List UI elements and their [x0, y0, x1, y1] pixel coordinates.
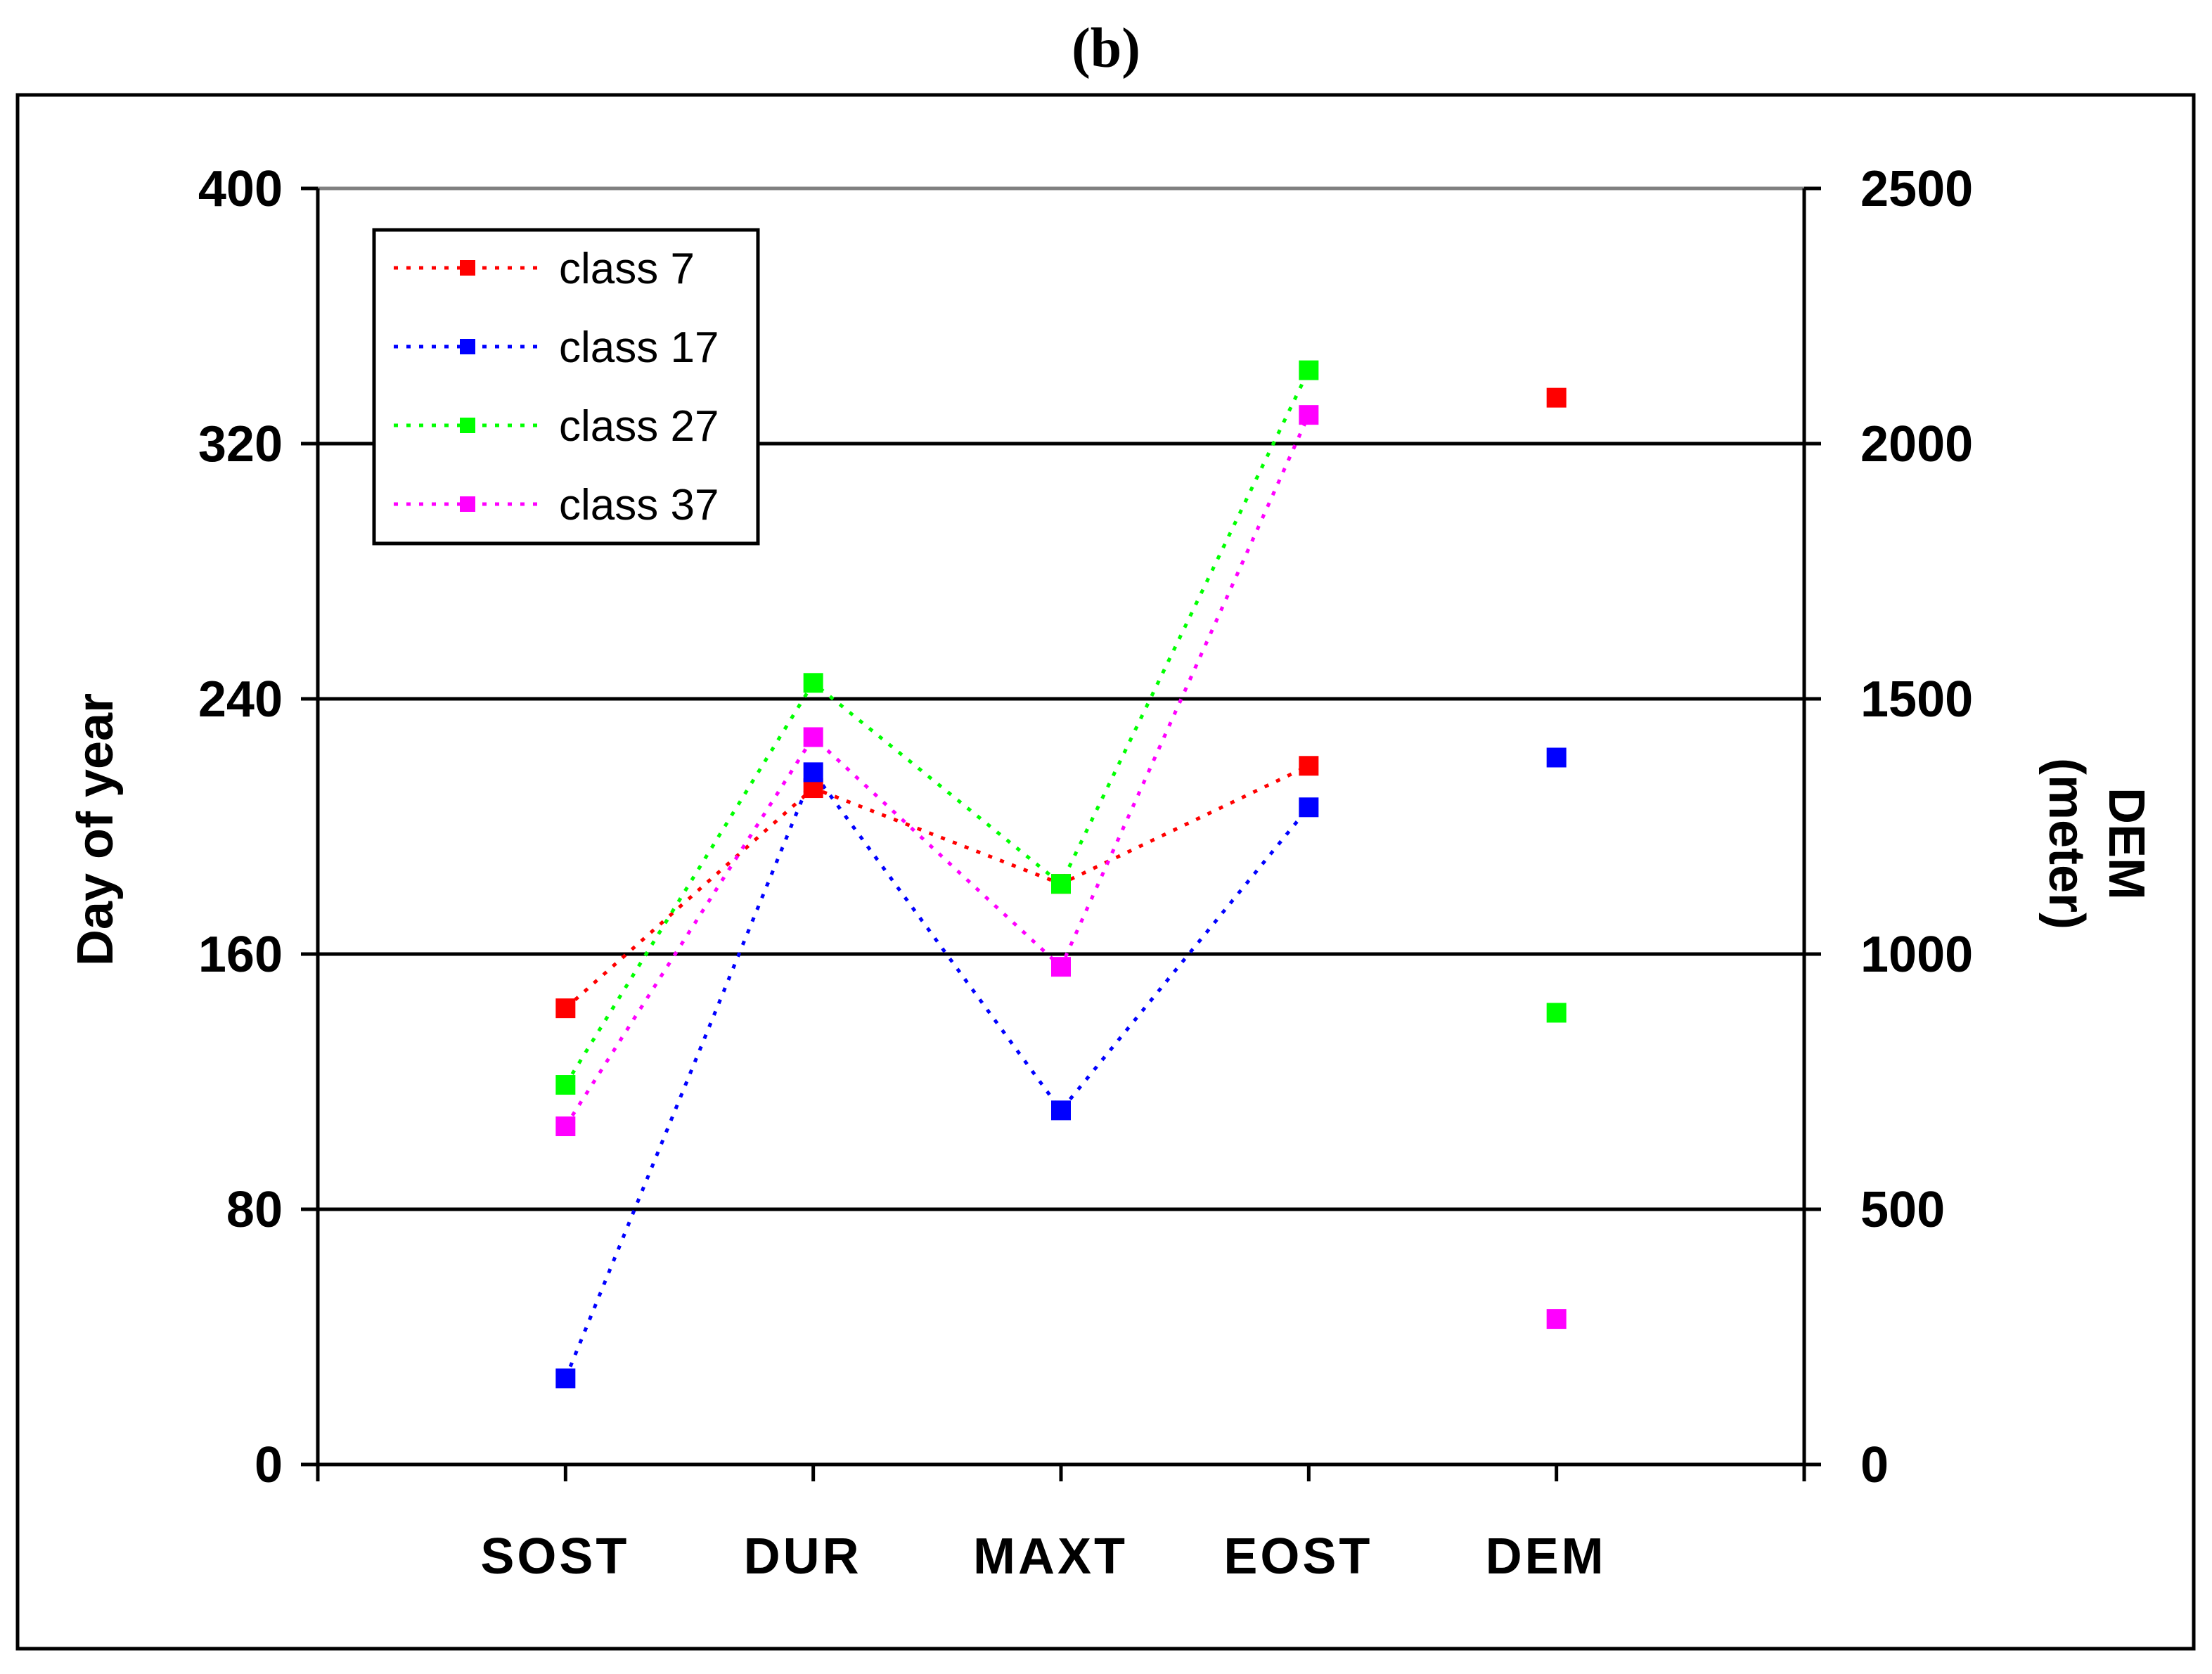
y-left-tick-label: 400	[198, 161, 283, 217]
y-right-axis-title-line2: (meter)	[2038, 758, 2095, 929]
y-right-axis-title-line1: DEM	[2098, 787, 2154, 900]
y-left-tick-label: 80	[226, 1182, 283, 1238]
panel-label: (b)	[1072, 18, 1140, 79]
axis-layer: 0 80 160 240 320 400 0 500 1000 1500 2000 2500 SOST D…	[198, 161, 1973, 1585]
y-left-axis-title: Day of year	[67, 693, 124, 966]
y-right-tick-label: 0	[1860, 1437, 1889, 1493]
y-left-tick-label: 240	[198, 671, 283, 728]
legend-marker	[460, 418, 475, 433]
legend-label: class 17	[559, 323, 719, 372]
y-left-tick-label: 0	[255, 1437, 283, 1493]
legend-entry: class 7	[394, 245, 695, 293]
data-point	[555, 1075, 576, 1095]
data-point	[555, 998, 576, 1019]
legend: class 7 class 17 class 27 class 37	[372, 228, 760, 546]
x-tick-label: DUR	[744, 1528, 862, 1585]
y-right-tick-label: 2000	[1860, 416, 1973, 472]
dem-data-point	[1546, 1003, 1567, 1023]
legend-marker	[460, 339, 475, 354]
data-point	[1051, 874, 1071, 894]
legend-marker	[460, 496, 475, 512]
x-tick-label: EOST	[1223, 1528, 1372, 1585]
y-right-tick-label: 2500	[1860, 161, 1973, 217]
y-left-tick-label: 320	[198, 416, 283, 472]
data-point	[803, 727, 823, 747]
data-point	[555, 1116, 576, 1137]
dem-data-point	[1546, 1309, 1567, 1329]
data-point	[803, 673, 823, 693]
chart-frame	[15, 93, 2196, 1651]
data-point	[555, 1368, 576, 1389]
y-right-tick-label: 1500	[1860, 671, 1973, 728]
y-right-tick-label: 500	[1860, 1182, 1945, 1238]
x-tick-label: DEM	[1486, 1528, 1607, 1585]
data-point	[1299, 405, 1319, 425]
series-lines	[564, 369, 1311, 1379]
data-point	[1299, 360, 1319, 380]
data-point	[1051, 1100, 1071, 1121]
series-line	[564, 414, 1311, 1128]
legend-marker	[460, 260, 475, 276]
legend-entry: class 17	[394, 323, 719, 372]
series-line	[564, 369, 1311, 1086]
dem-data-point	[1546, 387, 1567, 408]
grid-layer	[309, 442, 1804, 1211]
legend-box	[372, 228, 760, 546]
y-left-tick-label: 160	[198, 927, 283, 983]
legend-entry: class 27	[394, 402, 719, 451]
legend-label: class 37	[559, 481, 719, 529]
series-line	[564, 764, 1310, 1010]
y-right-tick-label: 1000	[1860, 927, 1973, 983]
y-right-axis-title: DEM (meter)	[2038, 758, 2154, 929]
legend-label: class 7	[559, 245, 695, 293]
legend-label: class 27	[559, 402, 719, 451]
data-point	[1299, 797, 1319, 818]
x-tick-label: MAXT	[973, 1528, 1128, 1585]
data-point	[1299, 756, 1319, 776]
series-markers	[555, 360, 1567, 1389]
legend-entry: class 37	[394, 481, 719, 529]
data-point	[1051, 957, 1071, 977]
x-tick-label: SOST	[480, 1528, 629, 1585]
dem-data-point	[1546, 747, 1567, 768]
series-line	[564, 768, 1311, 1379]
data-point	[803, 762, 823, 783]
